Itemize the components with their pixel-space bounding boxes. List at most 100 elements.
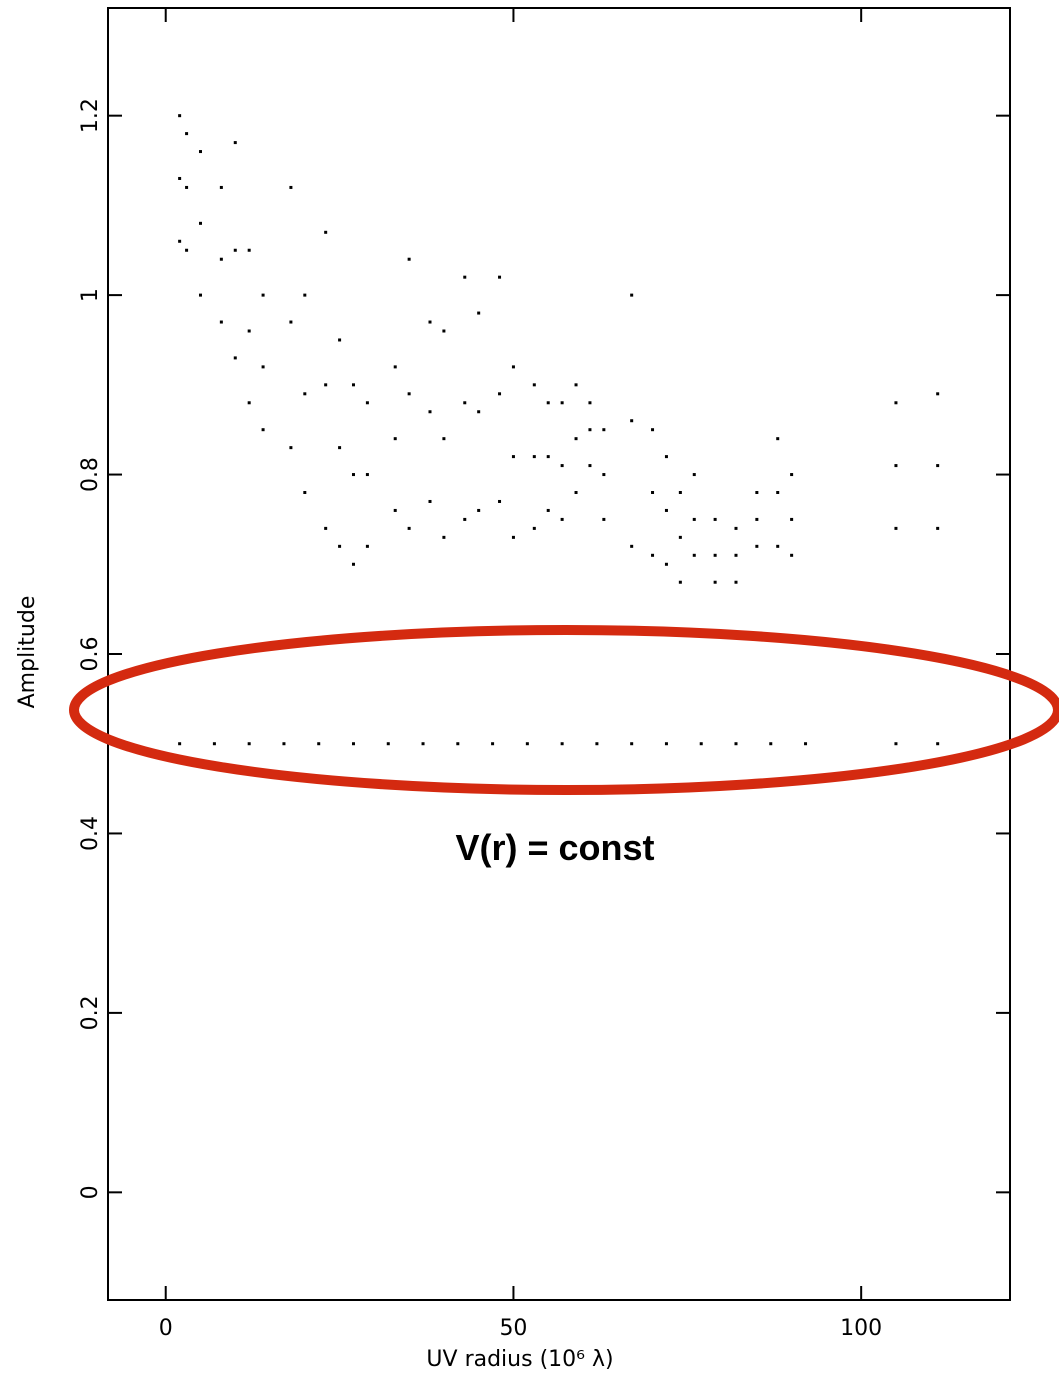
point bbox=[261, 365, 265, 369]
point bbox=[734, 742, 738, 746]
point bbox=[630, 293, 634, 297]
point bbox=[351, 473, 355, 477]
point bbox=[651, 428, 655, 432]
point bbox=[651, 491, 655, 494]
point bbox=[261, 428, 265, 432]
point bbox=[560, 742, 564, 746]
point bbox=[678, 491, 682, 494]
point bbox=[664, 562, 668, 566]
y-tick-label: 0 bbox=[78, 1185, 103, 1199]
point bbox=[456, 742, 460, 746]
point bbox=[588, 401, 592, 405]
point bbox=[546, 401, 550, 405]
point bbox=[574, 491, 578, 494]
point bbox=[755, 544, 759, 548]
point bbox=[713, 553, 717, 557]
point bbox=[755, 517, 759, 521]
highlight-ellipse bbox=[69, 625, 1059, 795]
point bbox=[894, 742, 898, 746]
point bbox=[790, 517, 794, 521]
point bbox=[678, 535, 682, 539]
point bbox=[428, 320, 432, 324]
point bbox=[247, 742, 251, 746]
y-tick-label: 1 bbox=[78, 288, 103, 302]
point bbox=[289, 446, 293, 450]
point bbox=[477, 410, 481, 414]
point bbox=[247, 401, 251, 405]
x-tick-label: 0 bbox=[159, 1316, 173, 1341]
point bbox=[630, 544, 634, 548]
point bbox=[498, 275, 502, 279]
point bbox=[532, 455, 536, 459]
y-tick-label: 0.2 bbox=[78, 995, 103, 1030]
point bbox=[498, 499, 502, 503]
point bbox=[574, 437, 578, 441]
point bbox=[407, 392, 411, 396]
point bbox=[804, 742, 808, 746]
point bbox=[393, 508, 397, 512]
point bbox=[233, 248, 237, 252]
point bbox=[421, 742, 425, 746]
point bbox=[560, 401, 564, 405]
point bbox=[365, 473, 369, 477]
point bbox=[630, 742, 634, 746]
point bbox=[894, 464, 898, 468]
point bbox=[776, 491, 780, 494]
point bbox=[588, 464, 592, 468]
point bbox=[198, 293, 202, 297]
point bbox=[588, 428, 592, 432]
point bbox=[546, 455, 550, 459]
point bbox=[491, 742, 495, 746]
point bbox=[317, 742, 321, 746]
point bbox=[936, 742, 940, 746]
point bbox=[790, 553, 794, 557]
point bbox=[776, 544, 780, 548]
point bbox=[198, 150, 202, 154]
point bbox=[560, 464, 564, 468]
point bbox=[219, 257, 223, 261]
point bbox=[734, 526, 738, 530]
point bbox=[532, 526, 536, 530]
point bbox=[185, 248, 189, 252]
y-tick-label: 0.4 bbox=[78, 816, 103, 851]
point bbox=[178, 239, 182, 243]
point bbox=[393, 437, 397, 441]
point bbox=[407, 257, 411, 261]
point bbox=[351, 383, 355, 387]
point bbox=[511, 455, 515, 459]
point bbox=[477, 311, 481, 315]
point bbox=[936, 526, 940, 530]
point bbox=[602, 473, 606, 477]
point bbox=[463, 401, 467, 405]
point bbox=[511, 365, 515, 369]
point bbox=[602, 517, 606, 521]
point bbox=[463, 275, 467, 279]
y-axis-label: Amplitude bbox=[15, 596, 40, 709]
x-tick-label: 100 bbox=[840, 1316, 882, 1341]
point bbox=[393, 365, 397, 369]
point bbox=[699, 742, 703, 746]
point bbox=[776, 437, 780, 441]
y-tick-label: 0.8 bbox=[78, 457, 103, 492]
point bbox=[324, 383, 328, 387]
point bbox=[664, 742, 668, 746]
point bbox=[351, 562, 355, 566]
point bbox=[894, 526, 898, 530]
point bbox=[477, 508, 481, 512]
point bbox=[664, 508, 668, 512]
point bbox=[442, 535, 446, 539]
point bbox=[324, 526, 328, 530]
point bbox=[289, 320, 293, 324]
point bbox=[338, 544, 342, 548]
point bbox=[664, 455, 668, 459]
point bbox=[178, 176, 182, 180]
point bbox=[289, 185, 293, 189]
point bbox=[303, 293, 307, 297]
point bbox=[560, 517, 564, 521]
point bbox=[198, 221, 202, 225]
point bbox=[365, 401, 369, 405]
point bbox=[233, 356, 237, 360]
point bbox=[351, 742, 355, 746]
point bbox=[338, 338, 342, 342]
